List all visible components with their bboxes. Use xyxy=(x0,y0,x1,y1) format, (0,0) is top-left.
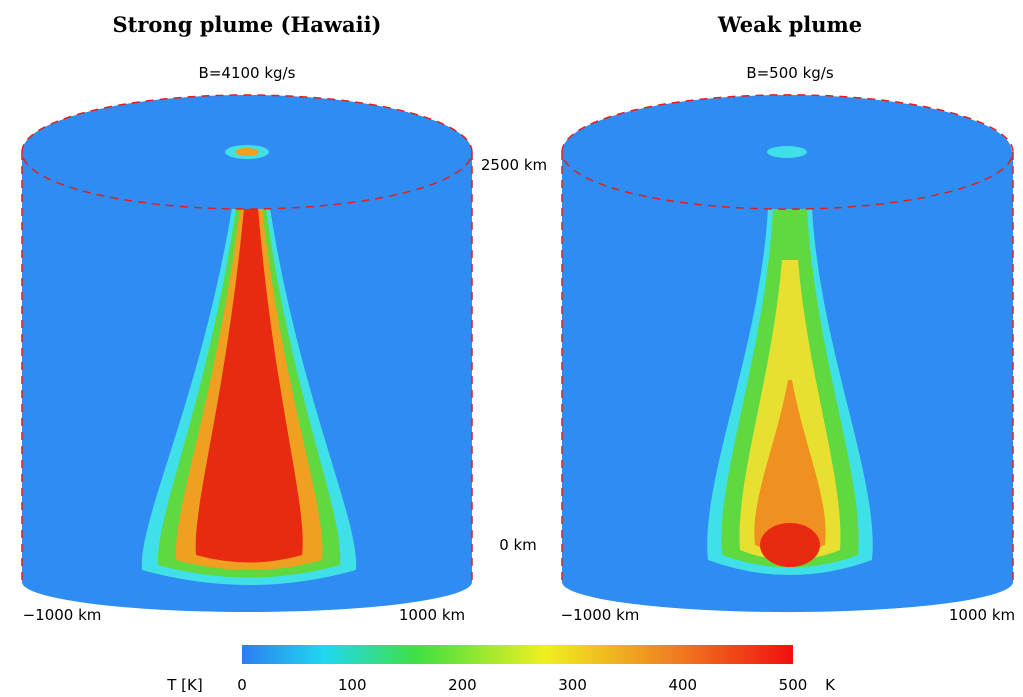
x-label: −1000 km xyxy=(23,606,102,624)
flux-label: B=500 kg/s xyxy=(746,64,834,82)
colorbar-ticks: 0 100 200 300 400 500 xyxy=(237,676,807,694)
colorbar xyxy=(242,645,793,664)
colorbar-unit: K xyxy=(825,676,836,694)
colorbar-tick-label: 400 xyxy=(668,676,697,694)
x-label: −1000 km xyxy=(561,606,640,624)
cylinder xyxy=(561,94,1014,613)
x-label: 1000 km xyxy=(399,606,465,624)
colorbar-tick-label: 100 xyxy=(338,676,367,694)
depth-label: 2500 km xyxy=(481,156,547,174)
x-label: 1000 km xyxy=(949,606,1015,624)
panel-title: Strong plume (Hawaii) xyxy=(113,12,382,37)
flux-label: B=4100 kg/s xyxy=(199,64,296,82)
depth-label: 0 km xyxy=(499,536,537,554)
colorbar-tick-label: 500 xyxy=(779,676,808,694)
colorbar-tick-label: 0 xyxy=(237,676,247,694)
colorbar-label: T [K] xyxy=(166,676,202,694)
colorbar-tick-label: 200 xyxy=(448,676,477,694)
colorbar-tick-label: 300 xyxy=(558,676,587,694)
panel-title: Weak plume xyxy=(717,12,862,37)
cylinder xyxy=(21,94,473,612)
